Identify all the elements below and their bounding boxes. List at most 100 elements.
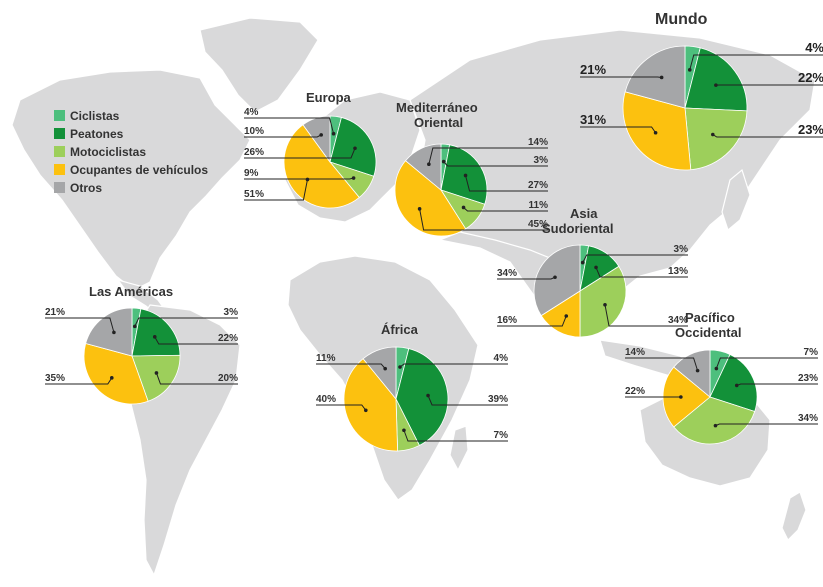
pie-slice-motociclistas <box>579 265 627 338</box>
data-label-ocupantes: 31% <box>580 112 606 127</box>
leader-dot-peatones <box>353 146 357 151</box>
data-label-motociclistas: 11% <box>529 200 549 211</box>
legend-swatch-peatones <box>54 128 65 139</box>
pie-slice-peatones <box>131 308 181 357</box>
pie-slice-otros <box>362 346 397 401</box>
data-label-peatones: 22% <box>798 70 823 85</box>
data-label-ocupantes: 16% <box>497 315 517 326</box>
pie-title-europa: Europa <box>306 90 352 105</box>
legend-swatch-motociclistas <box>54 146 65 157</box>
legend-label-ciclistas: Ciclistas <box>70 109 120 123</box>
leader-line-ciclistas <box>244 117 335 134</box>
pie-title-mediterraneo-line2: Oriental <box>414 115 463 130</box>
pie-europa: 4% 26% 9% 51% 10% <box>244 107 377 209</box>
pie-slice-motociclistas <box>131 354 181 402</box>
pie-slice-peatones <box>395 348 449 446</box>
data-label-peatones: 22% <box>218 333 238 344</box>
leader-dot-peatones <box>734 383 739 388</box>
data-label-peatones: 23% <box>798 373 818 384</box>
pie-slice-otros <box>404 143 442 191</box>
leader-dot-otros <box>553 275 557 280</box>
data-label-otros: 10% <box>244 126 264 137</box>
data-label-peatones: 26% <box>244 147 264 158</box>
leader-line-otros <box>316 363 386 369</box>
data-label-otros: 21% <box>580 62 606 77</box>
data-label-ocupantes: 45% <box>528 219 548 230</box>
madagascar-shape <box>449 425 469 472</box>
pie-mundo: 4% 22% 23% 31% 21% <box>580 40 823 171</box>
leader-dot-otros <box>319 133 323 137</box>
pie-title-mundo: Mundo <box>655 11 708 28</box>
leader-dot-motociclistas <box>603 302 607 307</box>
leader-line-ocupantes <box>316 404 367 411</box>
leader-dot-ciclistas <box>331 131 336 136</box>
pie-slice-peatones <box>709 353 758 413</box>
data-label-motociclistas: 20% <box>218 373 238 384</box>
leader-dot-peatones <box>714 83 718 87</box>
leader-line-ocupantes <box>244 179 308 201</box>
leader-line-peatones <box>154 336 238 345</box>
pie-africa: 4% 39% 7% 40% 11% <box>316 346 508 452</box>
legend-label-ocupantes: Ocupantes de vehículos <box>70 163 208 177</box>
pie-slice-otros <box>673 349 711 398</box>
data-label-motociclistas: 9% <box>244 168 259 179</box>
legend-swatch-otros <box>54 182 65 193</box>
data-label-ciclistas: 4% <box>805 40 823 55</box>
pie-slice-peatones <box>684 47 748 112</box>
leader-dot-ciclistas <box>441 159 446 164</box>
pie-title-asia-line2: Sudoriental <box>542 221 614 236</box>
pie-title-americas: Las Américas <box>89 284 173 299</box>
leader-dot-ocupantes <box>364 408 368 413</box>
legend-swatch-ciclistas <box>54 110 65 121</box>
data-label-peatones: 39% <box>488 394 508 405</box>
data-label-ciclistas: 7% <box>804 347 819 358</box>
data-label-otros: 11% <box>316 353 336 364</box>
pie-slice-peatones <box>440 144 488 205</box>
leader-dot-ciclistas <box>687 68 692 72</box>
leader-dot-ciclistas <box>714 366 719 371</box>
leader-dot-motociclistas <box>154 371 159 375</box>
data-label-motociclistas: 34% <box>798 413 818 424</box>
leader-line-peatones <box>465 175 548 192</box>
leader-line-peatones <box>427 395 508 406</box>
leader-line-ocupantes <box>497 315 567 327</box>
data-label-otros: 21% <box>45 307 65 318</box>
leader-dot-ocupantes <box>564 314 569 318</box>
data-label-ciclistas: 3% <box>534 155 549 166</box>
data-label-otros: 14% <box>625 347 645 358</box>
leader-line-otros <box>45 317 115 333</box>
leader-dot-motociclistas <box>402 428 406 433</box>
pie-title-pacifico-line2: Occidental <box>675 325 741 340</box>
leader-line-ciclistas <box>582 254 688 263</box>
leader-line-ciclistas <box>689 54 823 70</box>
data-label-ciclistas: 3% <box>674 244 689 255</box>
leader-line-otros <box>625 357 699 371</box>
greenland-shape <box>199 17 319 113</box>
leader-dot-motociclistas <box>461 205 466 210</box>
pie-slice-ocupantes <box>394 160 467 237</box>
data-label-ocupantes: 35% <box>45 373 65 384</box>
leader-dot-ocupantes <box>653 130 658 135</box>
leader-dot-otros <box>695 368 700 373</box>
leader-dot-otros <box>659 75 664 80</box>
data-label-ocupantes: 40% <box>316 394 336 405</box>
leader-line-ciclistas <box>715 357 818 369</box>
legend-label-otros: Otros <box>70 181 102 195</box>
leader-line-ocupantes <box>419 208 548 231</box>
leader-line-motociclistas <box>403 430 508 442</box>
leader-line-motociclistas <box>155 372 238 385</box>
leader-dot-motociclistas <box>351 176 356 180</box>
pie-slice-peatones <box>329 116 377 177</box>
leader-dot-peatones <box>426 393 430 398</box>
leader-line-ocupantes <box>580 126 657 134</box>
data-label-otros: 14% <box>528 137 548 148</box>
data-label-motociclistas: 34% <box>668 315 688 326</box>
data-label-otros: 34% <box>497 268 517 279</box>
pie-mediterraneo-oriental: 3% 27% 11% 45% 14% <box>394 137 549 237</box>
pie-title-pacifico-line1: Pacífico <box>685 310 735 325</box>
leader-dot-ocupantes <box>417 207 422 211</box>
leader-dot-ocupantes <box>679 395 683 399</box>
leader-line-otros <box>428 147 548 165</box>
